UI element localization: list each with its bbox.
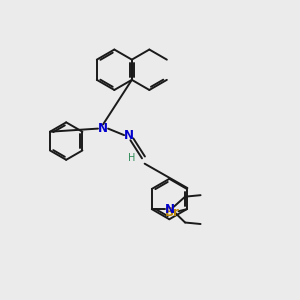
Text: N: N [165,202,175,216]
Text: N: N [124,129,134,142]
Text: H: H [128,153,136,163]
Text: N: N [98,122,108,135]
Text: Br: Br [164,206,179,219]
